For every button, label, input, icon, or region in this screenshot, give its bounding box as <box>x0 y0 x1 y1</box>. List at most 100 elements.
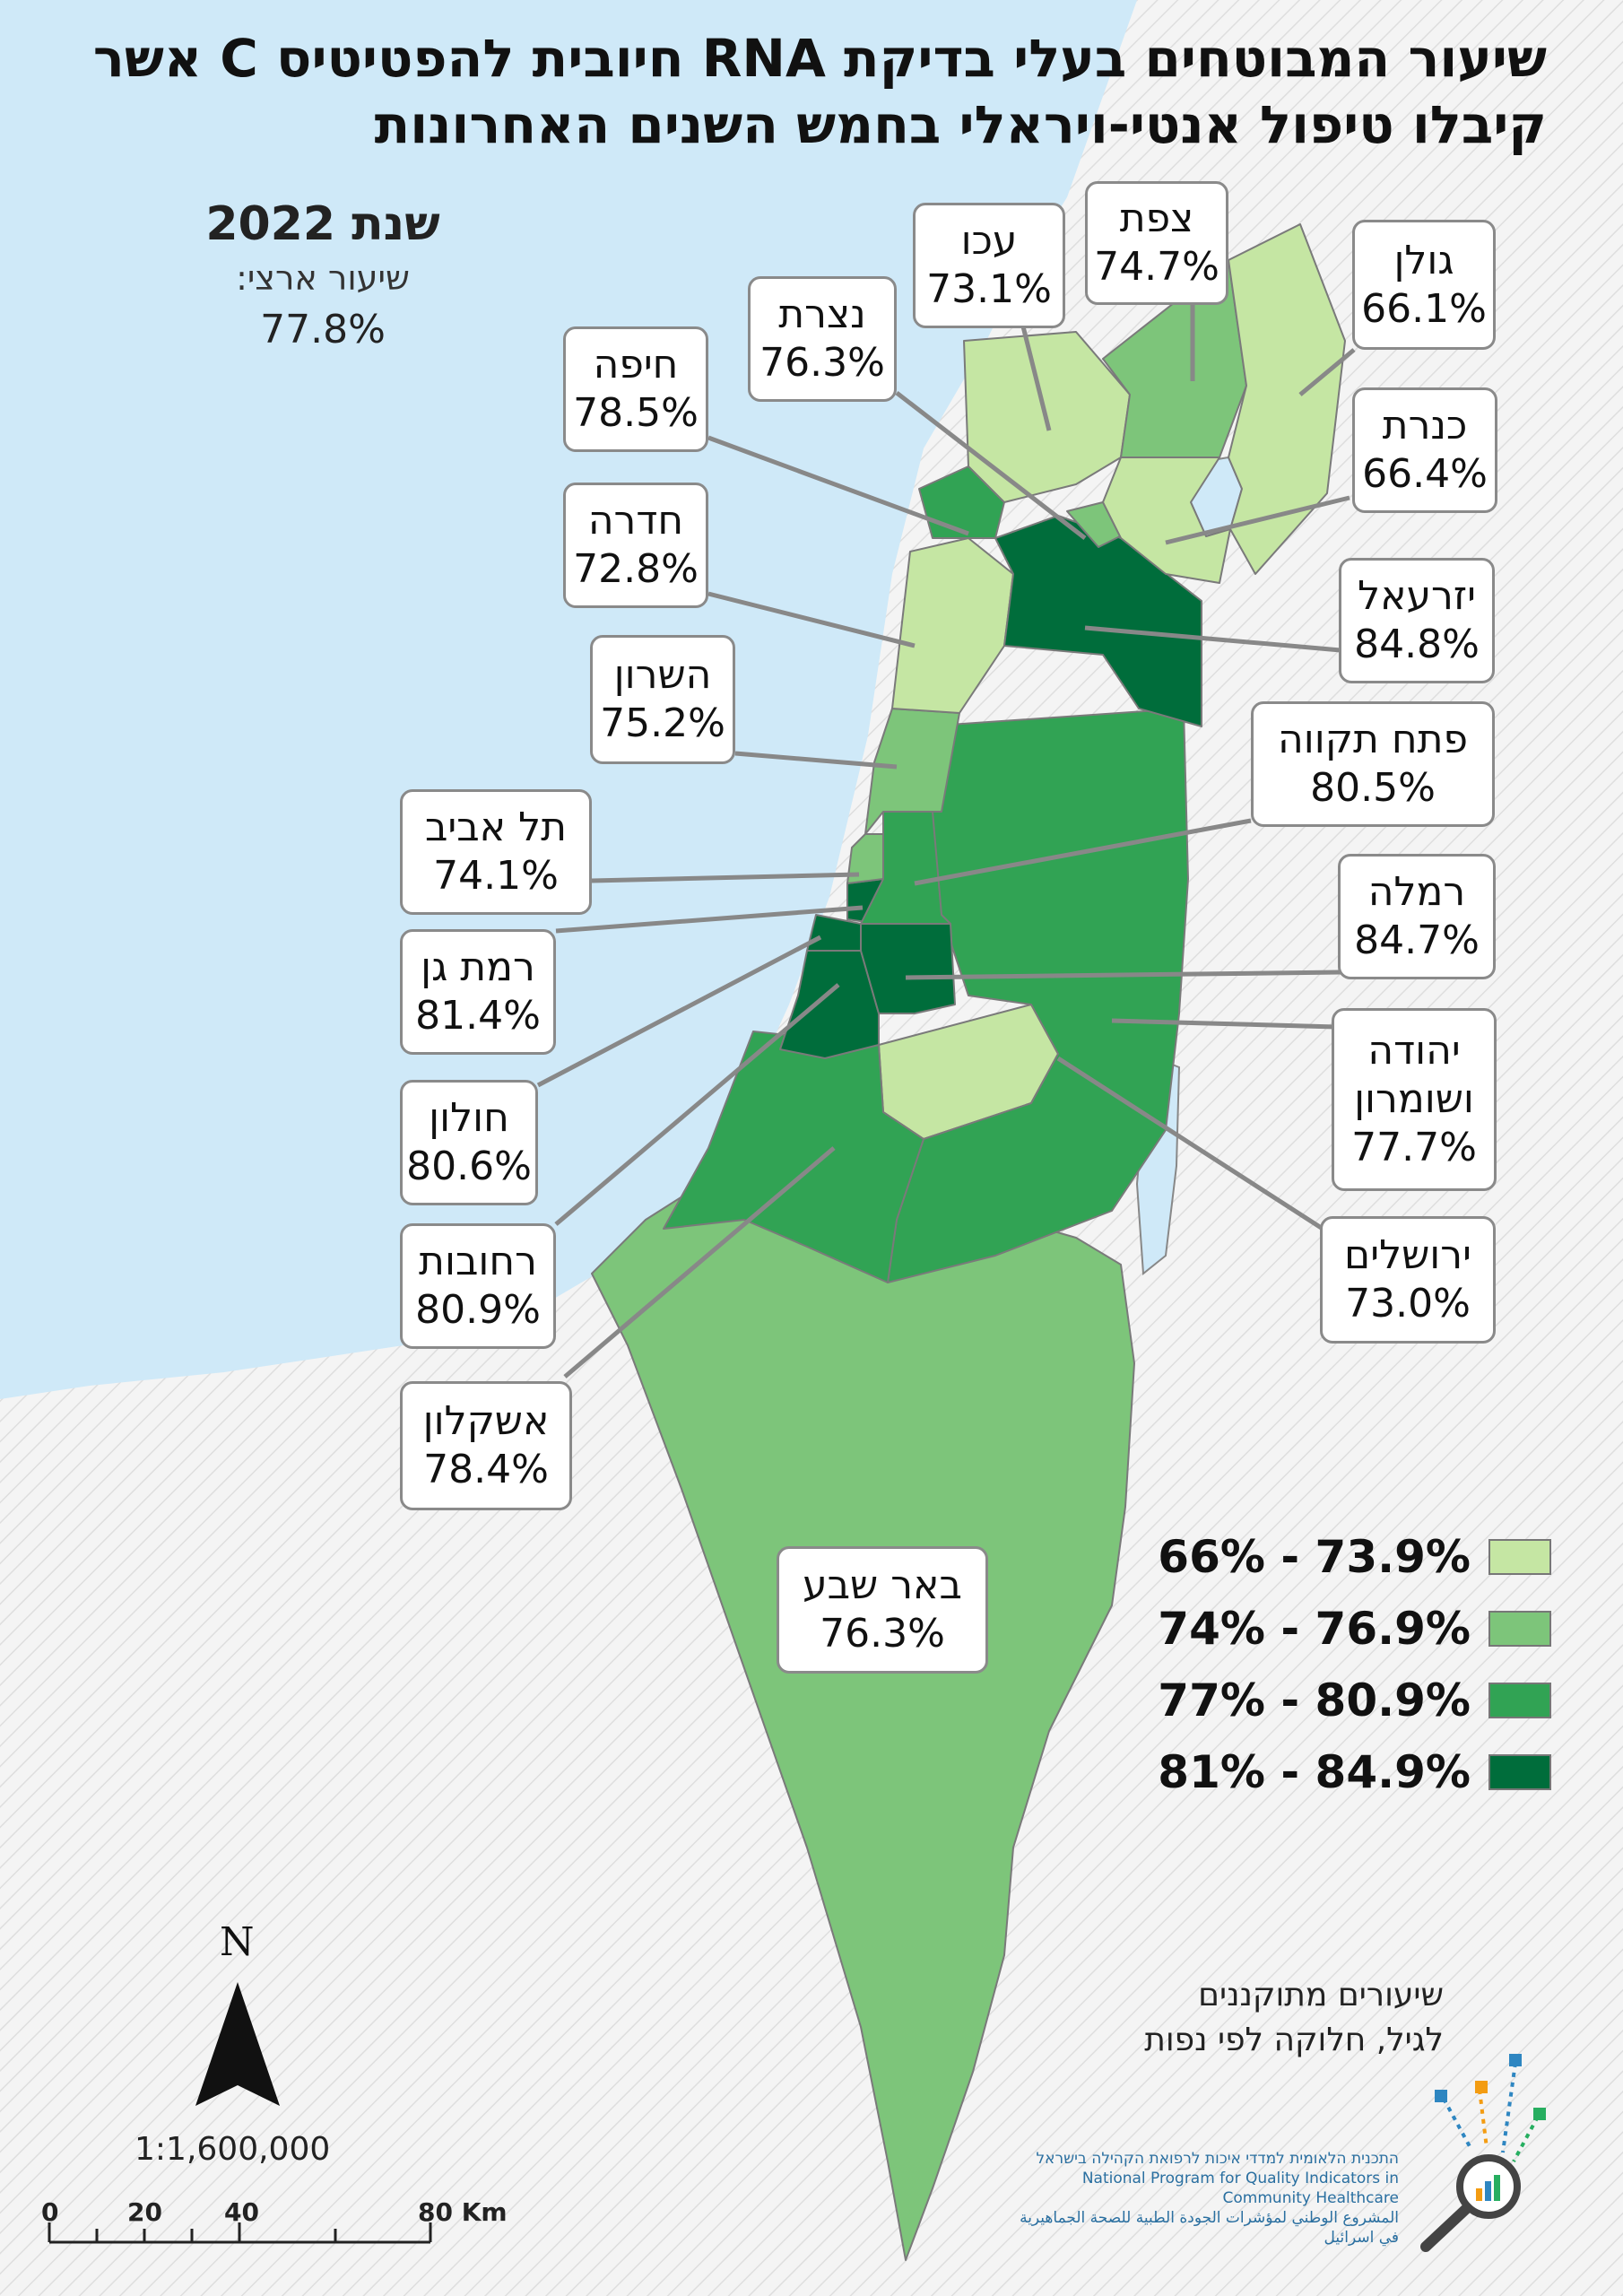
legend-item: 66% - 73.9% <box>1139 1530 1551 1584</box>
callout-kinneret: כנרת 66.4% <box>1352 387 1497 513</box>
callout-beer-sheva: באר שבע 76.3% <box>777 1546 988 1674</box>
district-name: גולן <box>1393 237 1454 283</box>
district-name: חולון <box>429 1095 509 1141</box>
callout-hadera: חדרה 72.8% <box>563 483 708 608</box>
callout-haifa: חיפה 78.5% <box>563 326 708 452</box>
callout-safed: צפת 74.7% <box>1085 181 1228 305</box>
district-name: עכו <box>960 218 1018 264</box>
district-name: רמת גן <box>421 944 535 990</box>
district-name: תל אביב <box>424 804 568 850</box>
district-value: 77.7% <box>1351 1125 1477 1170</box>
callout-golan: גולן 66.1% <box>1352 220 1496 350</box>
district-value: 80.5% <box>1310 765 1436 811</box>
callout-ramla: רמלה 84.7% <box>1338 854 1496 979</box>
callout-nazareth: נצרת 76.3% <box>748 276 897 402</box>
scale-bar <box>48 2222 432 2244</box>
callout-jerusalem: ירושלים 73.0% <box>1320 1216 1496 1344</box>
callout-jezreel: יזרעאל 84.8% <box>1339 558 1495 683</box>
region-ashkelon <box>663 1031 924 1283</box>
district-value: 76.3% <box>820 1611 945 1657</box>
callout-ramat-gan: רמת גן 81.4% <box>400 929 556 1055</box>
district-value: 74.7% <box>1094 244 1219 290</box>
district-value: 80.6% <box>406 1144 532 1189</box>
callout-judea-samaria: יהודה ושומרון 77.7% <box>1332 1008 1497 1191</box>
callout-holon: חולון 80.6% <box>400 1080 538 1205</box>
legend-label: 66% - 73.9% <box>1158 1531 1471 1583</box>
region-golan <box>1228 223 1346 575</box>
district-value: 73.0% <box>1345 1281 1471 1326</box>
district-value: 80.9% <box>415 1287 541 1333</box>
north-arrow <box>195 1982 280 2106</box>
legend-label: 74% - 76.9% <box>1158 1603 1471 1655</box>
callout-ashkelon: אשקלון 78.4% <box>400 1381 572 1510</box>
logo-line-english: National Program for Quality Indicators … <box>1081 2170 1399 2207</box>
scale-tick-0: 0 <box>41 2197 59 2227</box>
magnifier-logo-icon <box>1420 2054 1546 2252</box>
district-name: אשקלון <box>422 1398 550 1444</box>
map-title-line2: קיבלו טיפול אנטי-ויראלי בחמש השנים האחרו… <box>374 94 1547 155</box>
district-name: כנרת <box>1382 403 1468 448</box>
logo-line-hebrew: התכנית הלאומית למדדי איכות לרפואת הקהילה… <box>1036 2150 1399 2168</box>
region-ramla <box>860 923 956 1014</box>
legend-item: 74% - 76.9% <box>1139 1602 1551 1656</box>
note-line1: שיעורים מתוקננים <box>1198 1977 1444 2013</box>
region-kinneret <box>1102 457 1231 584</box>
district-name: יזרעאל <box>1358 573 1476 619</box>
district-name: רמלה <box>1367 869 1466 915</box>
region-tel-aviv <box>846 833 884 884</box>
national-rate-label: שיעור ארצי: <box>236 258 410 298</box>
callout-petah-tikva: פתח תקווה 80.5% <box>1251 701 1495 827</box>
district-value: 78.5% <box>573 390 699 436</box>
standardization-note: שיעורים מתוקננים לגיל, חלוקה לפי נפות <box>1049 1973 1444 2063</box>
callout-leaders <box>536 305 1356 1378</box>
map-title-line1: שיעור המבוטחים בעלי בדיקת RNA חיובית להפ… <box>92 28 1547 89</box>
scale-tick-40: 40 <box>224 2197 259 2227</box>
district-name: רחובות <box>419 1239 537 1284</box>
national-rate-value: 77.8% <box>260 307 386 352</box>
district-value: 74.1% <box>433 853 559 899</box>
legend-swatch <box>1488 1754 1551 1790</box>
district-name: חיפה <box>593 342 679 387</box>
legend-swatch <box>1488 1611 1551 1647</box>
district-value: 66.1% <box>1361 285 1487 332</box>
district-value: 66.4% <box>1362 451 1488 497</box>
year-info: שנת 2022 שיעור ארצי: 77.8% <box>135 197 511 352</box>
district-name: ירושלים <box>1344 1232 1471 1278</box>
district-name: חדרה <box>587 498 684 544</box>
legend-item: 81% - 84.9% <box>1139 1745 1551 1799</box>
district-name: פתח תקווה <box>1278 717 1468 762</box>
district-name: באר שבע <box>803 1562 962 1608</box>
district-name: יהודה ושומרון <box>1354 1028 1474 1122</box>
district-name: צפת <box>1119 196 1194 241</box>
legend-label: 81% - 84.9% <box>1158 1746 1471 1798</box>
legend-label: 77% - 80.9% <box>1158 1674 1471 1726</box>
district-value: 81.4% <box>415 993 541 1039</box>
district-name: נצרת <box>778 291 866 337</box>
district-value: 84.7% <box>1354 918 1480 963</box>
scale-tick-80: 80 Km <box>418 2197 508 2227</box>
scale-tick-20: 20 <box>127 2197 162 2227</box>
callout-sharon: השרון 75.2% <box>590 635 735 764</box>
callout-akko: עכו 73.1% <box>913 203 1065 328</box>
district-name: השרון <box>613 652 712 698</box>
district-value: 73.1% <box>926 266 1052 312</box>
north-label: N <box>220 1919 255 1965</box>
district-value: 72.8% <box>573 546 699 592</box>
region-holon <box>806 914 862 952</box>
scale-ratio: 1:1,600,000 <box>135 2131 331 2168</box>
program-logo-text: התכנית הלאומית למדדי איכות לרפואת הקהילה… <box>1004 2149 1524 2248</box>
district-value: 76.3% <box>759 340 885 386</box>
legend-swatch <box>1488 1539 1551 1575</box>
year-title: שנת 2022 <box>205 197 440 251</box>
region-beer-sheva <box>591 1156 1135 2261</box>
district-value: 78.4% <box>423 1447 549 1492</box>
note-line2: לגיל, חלוקה לפי נפות <box>1144 2022 1444 2058</box>
logo-line-arabic: المشروع الوطني لمؤشرات الجودة الطبية للص… <box>1020 2209 1399 2247</box>
legend-swatch <box>1488 1683 1551 1718</box>
district-value: 84.8% <box>1354 622 1480 667</box>
legend-item: 77% - 80.9% <box>1139 1674 1551 1727</box>
callout-rehovot: רחובות 80.9% <box>400 1223 556 1349</box>
district-value: 75.2% <box>600 700 725 746</box>
callout-tel-aviv: תל אביב 74.1% <box>400 789 592 915</box>
